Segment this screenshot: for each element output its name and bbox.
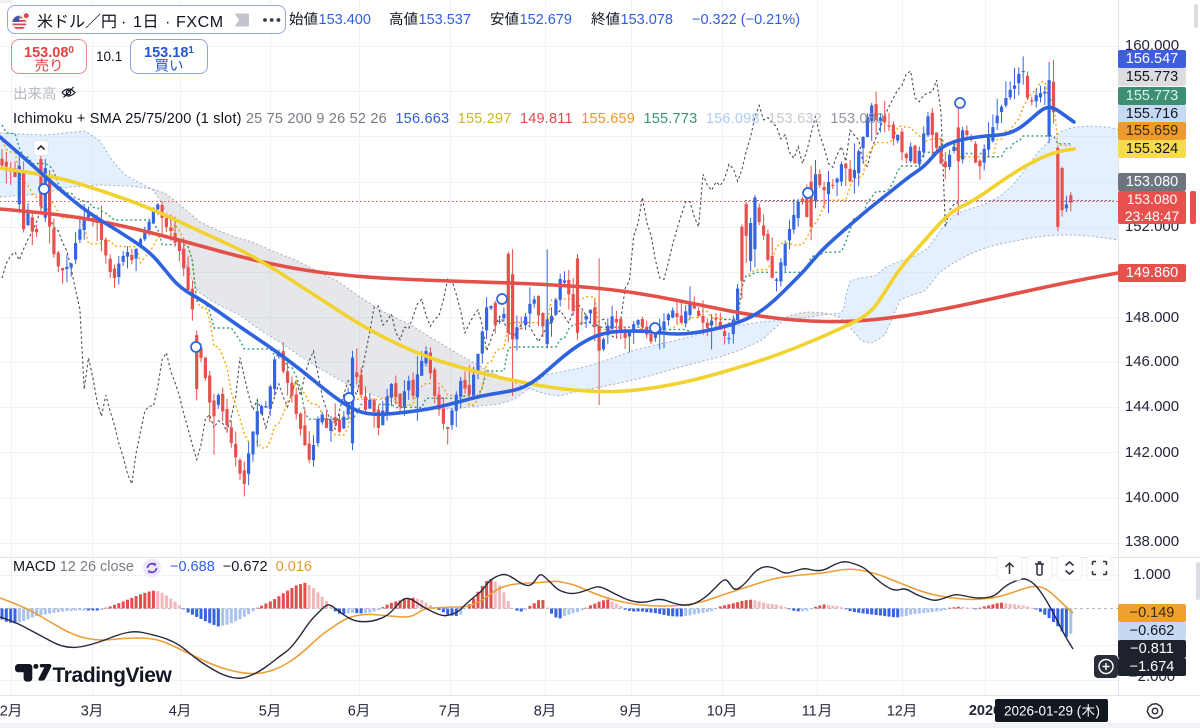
svg-text:7: 7: [439, 704, 447, 720]
svg-text:8: 8: [534, 704, 542, 720]
svg-text:12: 12: [887, 704, 903, 720]
svg-text:153.537: 153.537: [419, 12, 471, 28]
svg-text:·: ·: [121, 14, 126, 31]
svg-text:2: 2: [0, 704, 8, 720]
svg-text:3: 3: [81, 704, 89, 720]
svg-text:11: 11: [802, 704, 817, 720]
svg-text:FXCM: FXCM: [176, 14, 224, 31]
svg-text:6: 6: [348, 704, 356, 720]
svg-text:10: 10: [707, 704, 723, 720]
svg-text:152.679: 152.679: [520, 12, 572, 28]
svg-text:9: 9: [620, 704, 628, 720]
svg-text:1: 1: [133, 14, 142, 31]
svg-text:2026-01-29 (: 2026-01-29 (: [1004, 704, 1082, 719]
svg-text:153.078: 153.078: [621, 12, 673, 28]
svg-text:): ): [1096, 704, 1101, 719]
svg-text:·: ·: [165, 14, 170, 31]
svg-text:153.400: 153.400: [319, 12, 371, 28]
svg-text:5: 5: [259, 704, 267, 720]
svg-text:−0.322 (−0.21%): −0.322 (−0.21%): [692, 12, 800, 28]
svg-text:4: 4: [169, 704, 177, 720]
svg-text:TradingView: TradingView: [53, 664, 173, 687]
